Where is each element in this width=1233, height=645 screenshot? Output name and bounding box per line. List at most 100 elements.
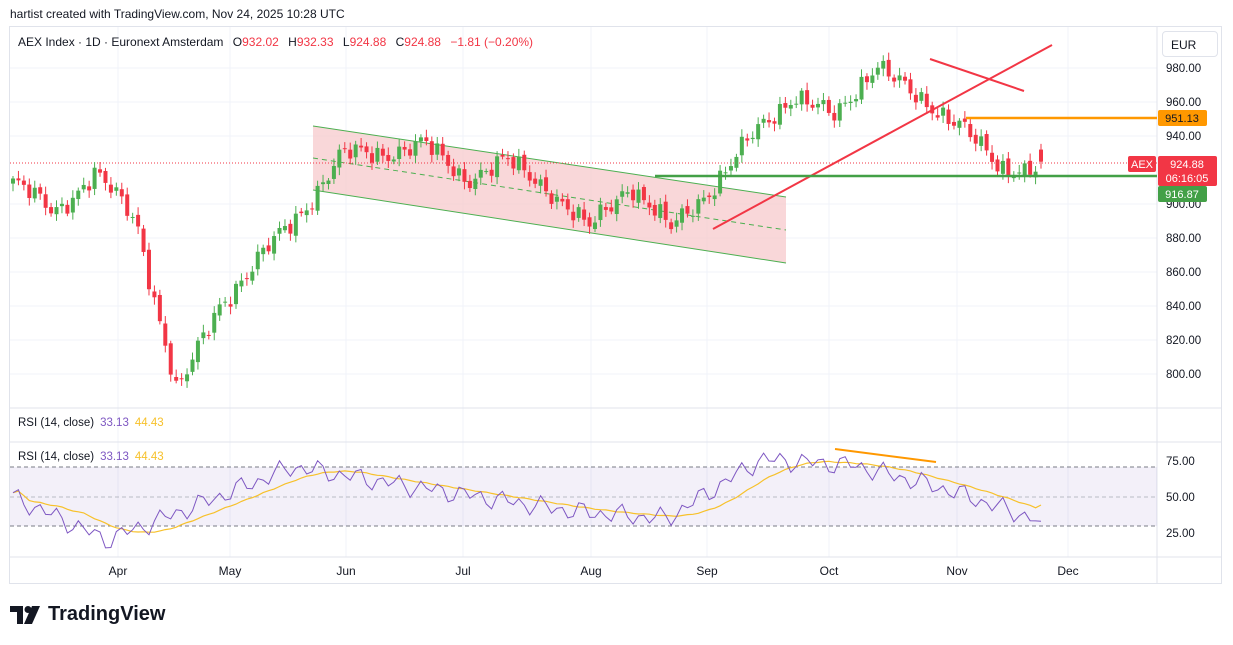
candle [54, 200, 59, 221]
candle [522, 150, 527, 178]
time-tick-label: Nov [946, 564, 967, 578]
candle [1022, 160, 1027, 183]
candle [527, 165, 532, 187]
candle [212, 306, 217, 341]
candle [582, 201, 587, 227]
candle-body [511, 157, 516, 169]
candle [272, 231, 277, 261]
candle-body [870, 75, 875, 83]
candle-body [783, 103, 788, 108]
candle [516, 148, 521, 174]
rsi-legend-1[interactable]: RSI (14, close) 33.13 44.43 [18, 417, 164, 429]
candle [467, 174, 472, 192]
candle-body [157, 294, 162, 322]
candle-body [92, 167, 97, 189]
candle [424, 129, 429, 146]
candle-body [54, 207, 59, 215]
candle [663, 194, 668, 228]
channel-bottom [312, 189, 787, 264]
tradingview-logo-icon [10, 605, 40, 624]
candle-body [119, 189, 124, 197]
time-axis: Apr May Jun Jul Aug Sep Oct Nov Dec [109, 564, 1079, 578]
tradingview-brand[interactable]: TradingView [10, 603, 165, 626]
candle-body [631, 189, 636, 201]
candle-body [815, 103, 820, 108]
candle [919, 87, 924, 104]
close-value: 924.88 [404, 35, 441, 49]
candle-body [598, 204, 603, 221]
candle [544, 169, 549, 197]
candle-body [995, 159, 1000, 172]
candle-body [250, 271, 255, 281]
candle-body [418, 137, 423, 142]
candle-body [217, 304, 222, 316]
candle [21, 175, 26, 191]
candle [951, 114, 956, 130]
candle [402, 141, 407, 157]
candle-body [212, 312, 217, 333]
candle-body [462, 169, 467, 182]
candle-body [875, 67, 880, 75]
candle [772, 117, 777, 132]
candle [440, 137, 445, 161]
candle [903, 72, 908, 85]
candle [859, 69, 864, 105]
candle [767, 112, 772, 128]
symbol-legend: AEX Index · 1D · Euronext Amsterdam O932… [18, 35, 533, 49]
candle-body [1017, 172, 1022, 174]
price-tick-label: 820.00 [1166, 335, 1201, 347]
candle [446, 150, 451, 174]
candle-body [239, 280, 244, 287]
candle [255, 244, 260, 276]
candle-body [951, 121, 956, 126]
price-tick-label: 880.00 [1166, 233, 1201, 245]
candle [201, 324, 206, 345]
rsi-axis: 75.00 50.00 25.00 [1166, 456, 1195, 540]
candle [342, 142, 347, 154]
candle-body [114, 187, 119, 191]
candle-body [141, 228, 146, 252]
candle [924, 86, 929, 114]
candle-body [886, 59, 891, 77]
candle [625, 186, 630, 198]
candle-body [658, 204, 663, 219]
candle [799, 88, 804, 111]
candle [457, 164, 462, 182]
candle [707, 192, 712, 204]
candle [821, 93, 826, 112]
candle [429, 136, 434, 163]
candle [794, 96, 799, 109]
chart-caption: hartist created with TradingView.com, No… [10, 7, 345, 21]
candle-body [767, 120, 772, 123]
candle-body [408, 149, 413, 156]
candle-body [353, 144, 358, 158]
price-tick-label: 840.00 [1166, 301, 1201, 313]
candle [435, 136, 440, 161]
candle [549, 190, 554, 209]
candle [576, 204, 581, 222]
rsi-value: 33.13 [100, 451, 129, 463]
candle [103, 167, 108, 191]
rsi-legend-2[interactable]: RSI (14, close) 33.13 44.43 [18, 451, 164, 463]
candle-body [424, 137, 429, 142]
time-tick-label: Sep [696, 564, 718, 578]
candle [451, 158, 456, 181]
candle [881, 55, 886, 77]
candle-body [810, 104, 815, 108]
candle-body [772, 121, 777, 124]
candle-body [59, 203, 64, 207]
candle [299, 207, 304, 217]
last-price-label: AEX 924.88 06:16:05 [1128, 156, 1217, 186]
candle [195, 337, 200, 370]
candle [652, 199, 657, 221]
candle [190, 352, 195, 376]
candle-body [777, 103, 782, 125]
currency-button[interactable]: EUR [1162, 31, 1218, 57]
candle [16, 170, 21, 186]
candle [495, 151, 500, 185]
candle-body [821, 100, 826, 105]
candle-body [386, 155, 391, 161]
candle [49, 202, 54, 217]
candle-body [288, 223, 293, 234]
